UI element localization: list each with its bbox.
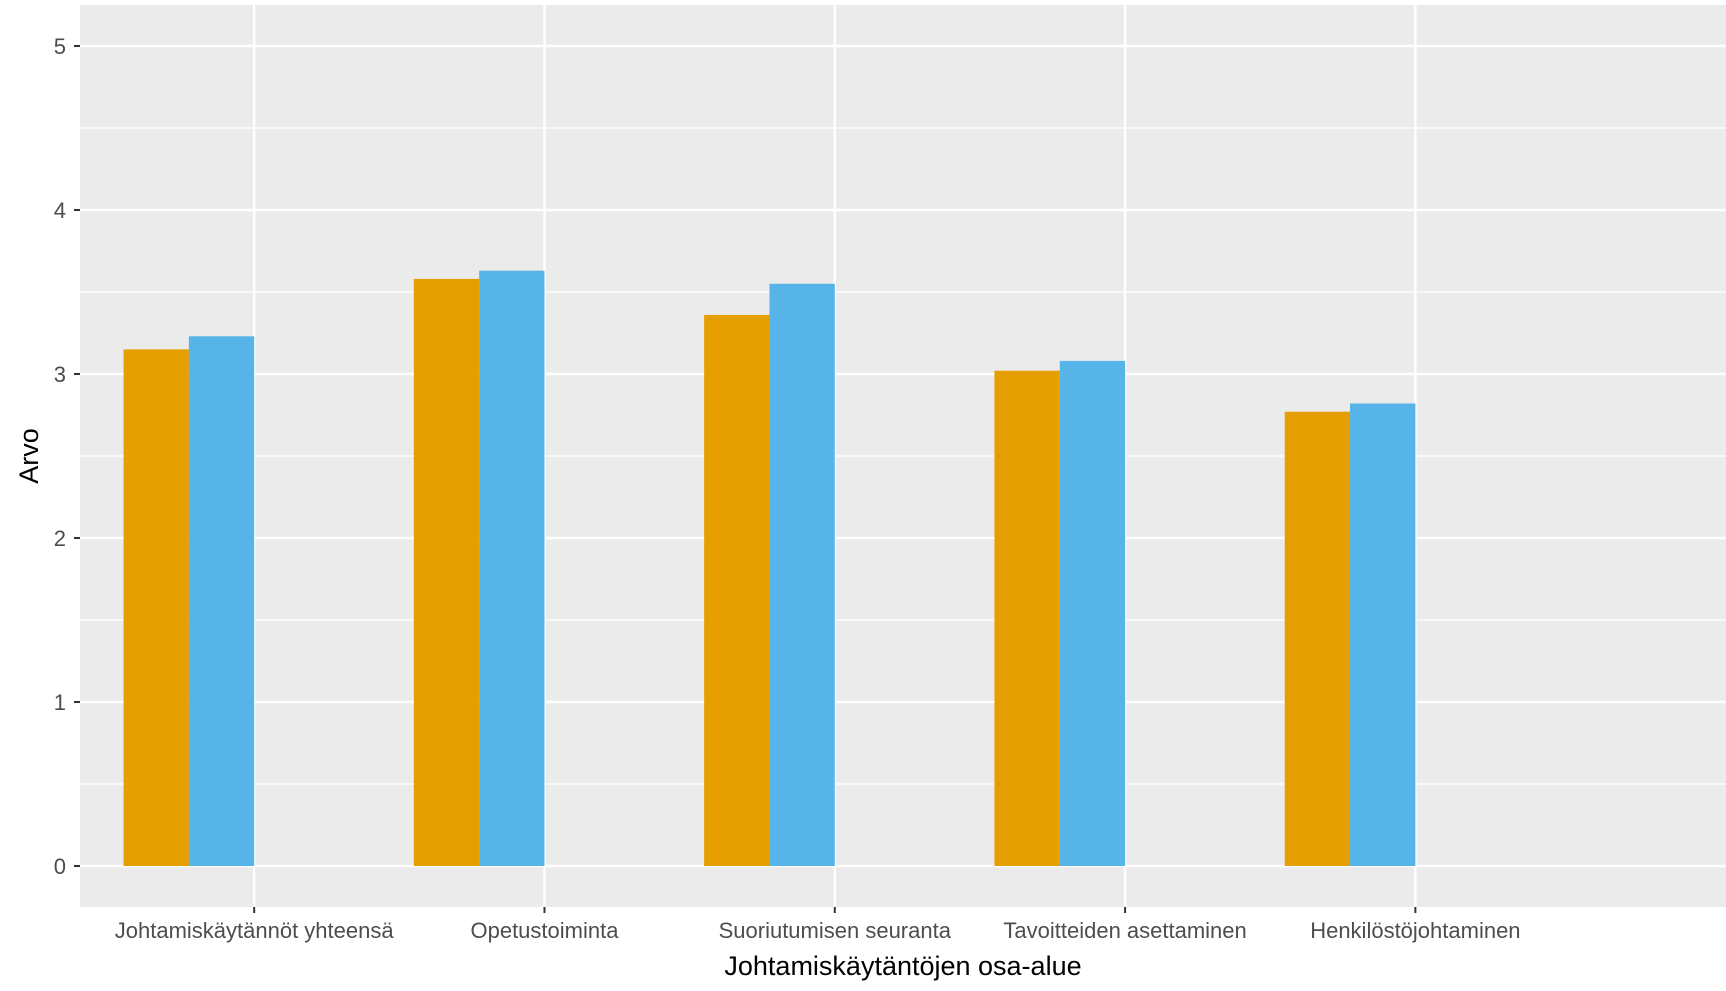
y-tick-label: 4 (54, 198, 66, 223)
bar-series-1 (123, 349, 189, 866)
y-tick-label: 1 (54, 690, 66, 715)
y-axis: 0 1 2 3 4 5 (54, 34, 80, 879)
bar-series-2 (1350, 403, 1416, 866)
x-tick-label: Tavoitteiden asettaminen (1003, 918, 1246, 943)
bar-series-1 (704, 314, 770, 867)
bar-series-2 (479, 270, 545, 866)
bar-series-2 (769, 283, 835, 866)
y-tick-label: 2 (54, 526, 66, 551)
bar-series-1 (413, 278, 480, 866)
bars-group (123, 270, 1416, 867)
y-axis-title: Arvo (14, 428, 44, 484)
y-tick-label: 5 (54, 34, 66, 59)
bar-series-1 (1284, 411, 1351, 866)
x-tick-label: Henkilöstöjohtaminen (1310, 918, 1520, 943)
bar-series-2 (188, 336, 255, 866)
y-tick-label: 3 (54, 362, 66, 387)
bar-series-1 (994, 370, 1060, 866)
x-axis: Johtamiskäytännöt yhteensä Opetustoiminta… (115, 907, 1521, 943)
x-tick-label: Suoriutumisen seuranta (719, 918, 952, 943)
x-tick-label: Johtamiskäytännöt yhteensä (115, 918, 395, 943)
x-axis-title: Johtamiskäytäntöjen osa-alue (724, 951, 1081, 981)
minor-gridlines (80, 127, 1726, 785)
bar-series-2 (1059, 360, 1126, 866)
x-tick-label: Opetustoiminta (470, 918, 619, 943)
y-tick-label: 0 (54, 854, 66, 879)
